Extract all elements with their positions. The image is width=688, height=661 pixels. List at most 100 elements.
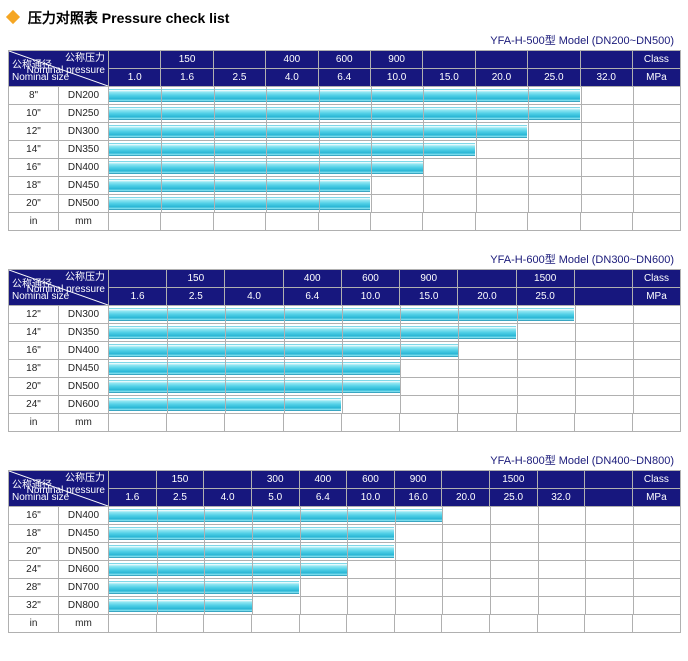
class-tick bbox=[537, 471, 585, 489]
mpa-tick: 20.0 bbox=[458, 288, 516, 306]
bar-cell bbox=[109, 360, 681, 378]
class-tick: 900 bbox=[370, 51, 422, 69]
footer-empty bbox=[109, 615, 157, 633]
class-tick bbox=[442, 471, 490, 489]
chart-block: YFA-H-600型 Model (DN300~DN600)公称压力Nomina… bbox=[8, 251, 680, 432]
footer-empty bbox=[394, 615, 442, 633]
bar-cell bbox=[109, 87, 681, 105]
footer-empty bbox=[580, 213, 632, 231]
footer-empty bbox=[632, 213, 680, 231]
footer-empty bbox=[585, 615, 633, 633]
size-in: 18" bbox=[9, 360, 59, 378]
class-tick: 400 bbox=[266, 51, 318, 69]
unit-mm: mm bbox=[59, 213, 109, 231]
bar-cell bbox=[109, 507, 681, 525]
footer-empty bbox=[423, 213, 475, 231]
pressure-bar bbox=[109, 161, 423, 174]
unit-mm: mm bbox=[59, 615, 109, 633]
class-tick bbox=[585, 471, 633, 489]
pressure-bar bbox=[109, 599, 252, 612]
bar-cell bbox=[109, 159, 681, 177]
size-mm: DN200 bbox=[59, 87, 109, 105]
pressure-bar bbox=[109, 125, 527, 138]
pressure-bar bbox=[109, 380, 400, 393]
pressure-bar bbox=[109, 563, 347, 576]
bar-cell bbox=[109, 105, 681, 123]
bar-cell bbox=[109, 324, 681, 342]
size-in: 16" bbox=[9, 159, 59, 177]
pressure-bar bbox=[109, 398, 341, 411]
table-row: 18"DN450 bbox=[9, 360, 681, 378]
footer-empty bbox=[537, 615, 585, 633]
mpa-tick: 1.6 bbox=[161, 69, 213, 87]
unit-mm: mm bbox=[59, 414, 109, 432]
footer-empty bbox=[283, 414, 341, 432]
mpa-tick: 4.0 bbox=[266, 69, 318, 87]
class-tick bbox=[213, 51, 265, 69]
table-row: 12"DN300 bbox=[9, 306, 681, 324]
size-mm: DN600 bbox=[59, 396, 109, 414]
pressure-bar bbox=[109, 143, 475, 156]
pressure-table: 公称压力Nominal pressure公称通径Nominal size1503… bbox=[8, 470, 681, 633]
footer-empty bbox=[213, 213, 265, 231]
size-in: 12" bbox=[9, 306, 59, 324]
table-row: 18"DN450 bbox=[9, 525, 681, 543]
class-label: Class bbox=[632, 270, 680, 288]
pressure-bar bbox=[109, 89, 580, 102]
mpa-tick: 2.5 bbox=[156, 489, 204, 507]
diamond-icon bbox=[6, 10, 20, 24]
footer-empty bbox=[251, 615, 299, 633]
mpa-tick: 1.6 bbox=[109, 288, 167, 306]
size-mm: DN400 bbox=[59, 507, 109, 525]
footer-empty bbox=[299, 615, 347, 633]
pressure-bar bbox=[109, 326, 516, 339]
footer-empty bbox=[318, 213, 370, 231]
size-mm: DN400 bbox=[59, 342, 109, 360]
size-in: 16" bbox=[9, 507, 59, 525]
bar-cell bbox=[109, 342, 681, 360]
bar-cell bbox=[109, 378, 681, 396]
footer-row: inmm bbox=[9, 615, 681, 633]
chart-block: YFA-H-800型 Model (DN400~DN800)公称压力Nomina… bbox=[8, 452, 680, 633]
mpa-tick: 6.4 bbox=[283, 288, 341, 306]
size-in: 16" bbox=[9, 342, 59, 360]
size-in: 10" bbox=[9, 105, 59, 123]
size-mm: DN500 bbox=[59, 195, 109, 213]
class-tick bbox=[423, 51, 475, 69]
size-in: 28" bbox=[9, 579, 59, 597]
mpa-tick: 20.0 bbox=[475, 69, 527, 87]
size-in: 14" bbox=[9, 141, 59, 159]
table-row: 20"DN500 bbox=[9, 378, 681, 396]
mpa-tick: 20.0 bbox=[442, 489, 490, 507]
bar-cell bbox=[109, 561, 681, 579]
size-in: 24" bbox=[9, 396, 59, 414]
pressure-bar bbox=[109, 527, 394, 540]
table-row: 12"DN300 bbox=[9, 123, 681, 141]
class-tick: 1500 bbox=[490, 471, 538, 489]
footer-empty bbox=[161, 213, 213, 231]
mpa-tick: 10.0 bbox=[347, 489, 395, 507]
model-label: YFA-H-600型 Model (DN300~DN600) bbox=[8, 251, 680, 267]
class-label: Class bbox=[632, 51, 680, 69]
footer-empty bbox=[156, 615, 204, 633]
footer-empty bbox=[204, 615, 252, 633]
class-tick: 300 bbox=[251, 471, 299, 489]
class-tick: 150 bbox=[167, 270, 225, 288]
bar-cell bbox=[109, 543, 681, 561]
size-in: 20" bbox=[9, 195, 59, 213]
table-row: 16"DN400 bbox=[9, 342, 681, 360]
page-title: 压力对照表 Pressure check list bbox=[8, 8, 680, 28]
unit-in: in bbox=[9, 414, 59, 432]
footer-empty bbox=[442, 615, 490, 633]
pressure-bar bbox=[109, 545, 394, 558]
table-row: 8"DN200 bbox=[9, 87, 681, 105]
mpa-label: MPa bbox=[632, 288, 680, 306]
mpa-tick: 4.0 bbox=[225, 288, 283, 306]
unit-in: in bbox=[9, 615, 59, 633]
class-tick bbox=[109, 270, 167, 288]
mpa-tick: 15.0 bbox=[400, 288, 458, 306]
mpa-tick: 5.0 bbox=[251, 489, 299, 507]
table-row: 24"DN600 bbox=[9, 561, 681, 579]
bar-cell bbox=[109, 123, 681, 141]
size-mm: DN450 bbox=[59, 525, 109, 543]
